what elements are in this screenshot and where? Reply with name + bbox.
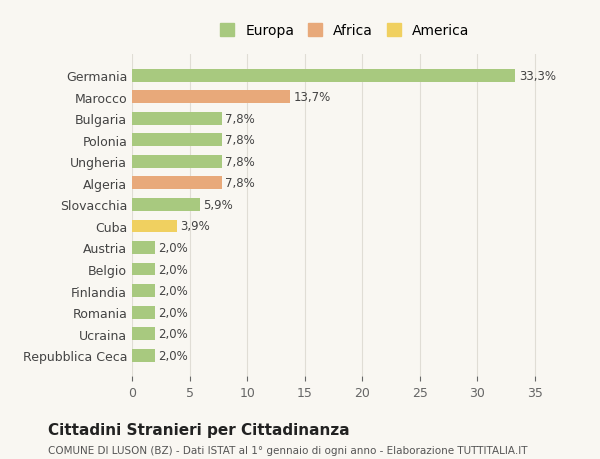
Bar (132, 220, 177, 233)
Bar (132, 199, 200, 212)
Bar (132, 241, 155, 254)
Text: 2,0%: 2,0% (158, 263, 188, 276)
Bar (132, 177, 222, 190)
Text: Cittadini Stranieri per Cittadinanza: Cittadini Stranieri per Cittadinanza (48, 422, 350, 437)
Bar (132, 263, 155, 276)
Text: COMUNE DI LUSON (BZ) - Dati ISTAT al 1° gennaio di ogni anno - Elaborazione TUTT: COMUNE DI LUSON (BZ) - Dati ISTAT al 1° … (48, 445, 527, 455)
Text: 7,8%: 7,8% (225, 156, 255, 168)
Bar (132, 327, 155, 340)
Bar (132, 91, 290, 104)
Text: 5,9%: 5,9% (203, 198, 233, 212)
Text: 13,7%: 13,7% (293, 91, 331, 104)
Bar (132, 306, 155, 319)
Bar (132, 112, 222, 125)
Bar (132, 349, 155, 362)
Bar (132, 285, 155, 297)
Text: 7,8%: 7,8% (225, 112, 255, 126)
Text: 7,8%: 7,8% (225, 177, 255, 190)
Bar (132, 134, 222, 147)
Text: 2,0%: 2,0% (158, 327, 188, 340)
Legend: Europa, Africa, America: Europa, Africa, America (217, 20, 473, 43)
Text: 2,0%: 2,0% (158, 241, 188, 254)
Text: 33,3%: 33,3% (519, 70, 556, 83)
Text: 2,0%: 2,0% (158, 306, 188, 319)
Text: 2,0%: 2,0% (158, 349, 188, 362)
Text: 3,9%: 3,9% (181, 220, 210, 233)
Bar (132, 70, 515, 83)
Text: 2,0%: 2,0% (158, 285, 188, 297)
Bar (132, 156, 222, 168)
Text: 7,8%: 7,8% (225, 134, 255, 147)
